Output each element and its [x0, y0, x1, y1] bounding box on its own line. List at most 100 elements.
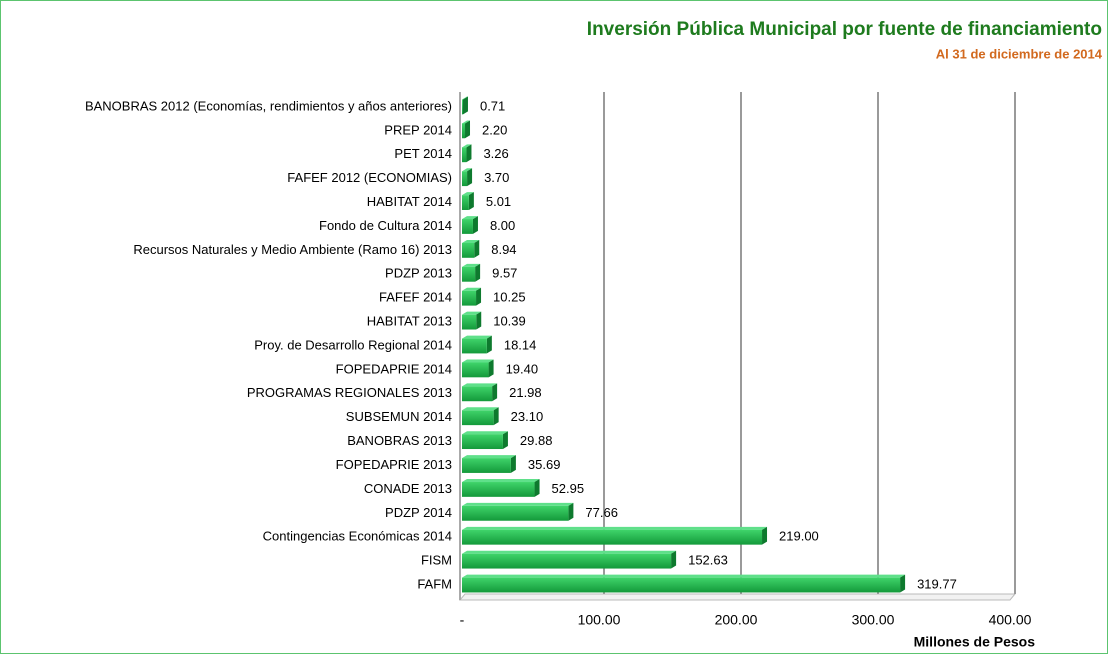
bar-top: [462, 96, 468, 100]
bar: [462, 577, 901, 593]
bar-top: [462, 120, 471, 124]
bar-top: [462, 431, 508, 435]
y-tick-label: PROGRAMAS REGIONALES 2013: [247, 385, 452, 400]
bar: [462, 434, 503, 450]
y-tick-label: BANOBRAS 2012 (Economías, rendimientos y…: [85, 98, 452, 113]
bar-side: [468, 192, 474, 210]
value-label: 9.57: [492, 266, 517, 281]
value-label: 35.69: [528, 457, 561, 472]
bar: [462, 123, 466, 139]
bar: [462, 553, 672, 569]
bar-side: [534, 479, 540, 497]
value-label: 52.95: [552, 481, 585, 496]
y-tick-label: HABITAT 2013: [367, 314, 452, 329]
bar-top: [462, 479, 540, 483]
bar-top: [462, 335, 492, 339]
bar: [462, 195, 469, 210]
value-label: 29.88: [520, 433, 553, 448]
value-label: 10.39: [493, 314, 526, 329]
bar-side: [493, 407, 499, 426]
bar: [462, 505, 569, 521]
bar-side: [472, 216, 478, 234]
bar: [462, 314, 477, 330]
bar-top: [462, 383, 498, 387]
bar-side: [486, 335, 492, 354]
bar-top: [462, 168, 473, 172]
x-tick-label: 300.00: [852, 612, 895, 628]
y-tick-label: Contingencias Económicas 2014: [263, 529, 452, 544]
value-label: 19.40: [506, 361, 539, 376]
value-label: 77.66: [585, 505, 618, 520]
bar-side: [476, 287, 482, 306]
bar-top: [462, 502, 574, 506]
bar: [462, 529, 763, 545]
y-tick-label: BANOBRAS 2013: [347, 433, 452, 448]
y-tick-label: CONADE 2013: [364, 481, 452, 496]
bar-side: [465, 120, 471, 139]
bar-top: [462, 144, 472, 148]
value-label: 21.98: [509, 385, 542, 400]
value-label: 23.10: [511, 409, 544, 424]
y-tick-label: FAFM: [417, 576, 452, 591]
bar-top: [462, 263, 481, 267]
value-label: 152.63: [688, 553, 728, 568]
bar: [462, 266, 476, 282]
bar-side: [466, 144, 472, 163]
y-tick-label: FOPEDAPRIE 2013: [336, 457, 452, 472]
bar: [462, 410, 494, 426]
value-label: 3.70: [484, 170, 509, 185]
y-tick-label: PREP 2014: [384, 122, 452, 137]
bar: [462, 147, 467, 163]
x-tick-label: 200.00: [715, 612, 758, 628]
x-tick-label: 100.00: [578, 612, 621, 628]
value-label: 10.25: [493, 290, 526, 305]
y-tick-label: SUBSEMUN 2014: [346, 409, 452, 424]
value-label: 8.94: [491, 242, 516, 257]
bar-side: [488, 359, 494, 378]
bar-side: [502, 431, 508, 450]
x-axis-label: Millones de Pesos: [914, 634, 1036, 650]
y-tick-label: Fondo de Cultura 2014: [319, 218, 452, 233]
bar: [462, 219, 473, 234]
bar-top: [462, 287, 482, 291]
chart-subtitle: Al 31 de diciembre de 2014: [936, 46, 1103, 61]
y-tick-label: Recursos Naturales y Medio Ambiente (Ram…: [133, 242, 452, 257]
value-label: 0.71: [480, 98, 505, 113]
floor: [458, 593, 1017, 601]
bar: [462, 458, 511, 473]
bar: [462, 338, 487, 354]
bar-side: [762, 526, 768, 545]
y-tick-label: FAFEF 2014: [379, 290, 452, 305]
y-tick-label: PDZP 2013: [385, 266, 452, 281]
bar-side: [568, 502, 574, 521]
value-label: 5.01: [486, 194, 511, 209]
y-tick-label: FOPEDAPRIE 2014: [336, 361, 452, 376]
bar-side: [475, 263, 481, 282]
value-label: 18.14: [504, 337, 537, 352]
value-label: 219.00: [779, 529, 819, 544]
bar-top: [462, 311, 482, 315]
bar-top: [462, 192, 474, 196]
y-tick-label: PET 2014: [394, 146, 452, 161]
y-tick-label: FISM: [421, 553, 452, 568]
bar-top: [462, 526, 768, 530]
bar-side: [462, 96, 468, 115]
bar-top: [462, 359, 494, 363]
bar: [462, 362, 489, 378]
bar-top: [462, 239, 480, 243]
bar: [462, 171, 468, 187]
x-tick-label: -: [460, 612, 465, 628]
bar-side: [474, 239, 480, 258]
bar: [462, 386, 493, 402]
chart-title: Inversión Pública Municipal por fuente d…: [587, 19, 1102, 40]
bar-side: [492, 383, 498, 402]
y-tick-label: PDZP 2014: [385, 505, 452, 520]
bar: [462, 482, 535, 497]
x-tick-label: 400.00: [989, 612, 1032, 628]
value-label: 2.20: [482, 122, 507, 137]
bar-side: [900, 574, 906, 593]
value-label: 3.26: [483, 146, 508, 161]
bar-side: [476, 311, 482, 330]
bar-side: [671, 550, 677, 569]
